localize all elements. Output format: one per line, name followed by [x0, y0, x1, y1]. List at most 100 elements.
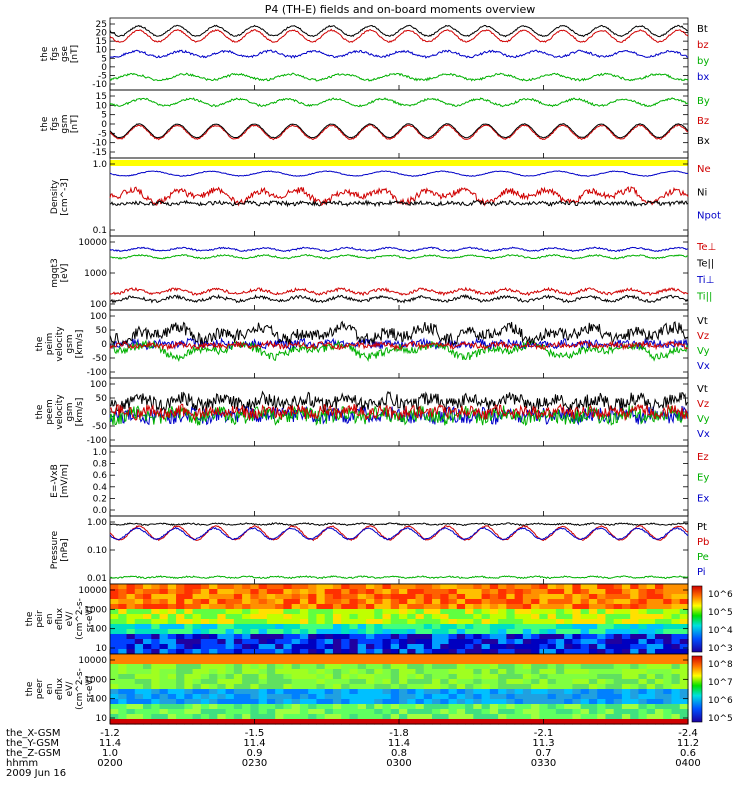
spectrogram-cell [184, 704, 194, 710]
spectrogram-cell [654, 689, 664, 695]
spectrogram-cell [605, 634, 615, 640]
spectrogram-cell [638, 639, 648, 645]
spectrogram-cell [564, 619, 573, 625]
spectrogram-cell [514, 604, 524, 610]
ephemeris-value: -1.8 [389, 728, 409, 739]
spectrogram-cell [258, 699, 268, 705]
spectrogram-cell [159, 629, 169, 635]
spectrogram-cell [283, 624, 293, 630]
spectrogram-cell [630, 699, 640, 705]
legend-entry: Vx [697, 361, 710, 372]
ephemeris-value: 1.0 [102, 748, 118, 759]
spectrogram-cell [621, 689, 631, 695]
spectrogram-cell [448, 704, 458, 710]
spectrogram-cell [349, 654, 359, 660]
spectrogram-cell [209, 649, 218, 655]
spectrogram-cell [143, 689, 152, 695]
spectrogram-cell [489, 709, 499, 715]
spectrogram-cell [308, 589, 318, 595]
spectrogram-cell [341, 694, 351, 700]
spectrogram-cell [250, 659, 260, 665]
spectrogram-cell [572, 669, 582, 675]
spectrogram-cell [374, 714, 384, 720]
spectrogram-cell [176, 609, 185, 615]
spectrogram-cell [118, 719, 128, 725]
spectrogram-cell [506, 634, 516, 640]
spectrogram-cell [200, 624, 210, 630]
spectrogram-cell [679, 624, 689, 630]
spectrogram-cell [613, 599, 623, 605]
spectrogram-cell [291, 699, 301, 705]
spectrogram-cell [382, 689, 392, 695]
spectrogram-cell [332, 644, 342, 650]
spectrogram-cell [605, 629, 615, 635]
spectrogram-cell [192, 604, 202, 610]
y-tick-label: 0.01 [87, 574, 107, 584]
spectrogram-cell [382, 669, 392, 675]
spectrogram-cell [200, 644, 210, 650]
spectrogram-cell [531, 704, 540, 710]
spectrogram-cell [324, 624, 334, 630]
y-tick-label: -100 [87, 436, 108, 446]
spectrogram-cell [192, 654, 202, 660]
y-axis-label: peir [35, 610, 45, 628]
spectrogram-cell [159, 669, 169, 675]
spectrogram-cell [291, 629, 301, 635]
legend-entry: Ti⊥ [696, 275, 714, 286]
Pi-trace [109, 526, 689, 541]
spectrogram-cell [506, 609, 516, 615]
spectrogram-cell [663, 609, 673, 615]
spectrogram-cell [374, 669, 384, 675]
spectrogram-cell [192, 619, 202, 625]
spectrogram-cell [332, 674, 342, 680]
spectrogram-cell [275, 654, 284, 660]
spectrogram-cell [283, 614, 293, 620]
spectrogram-cell [638, 594, 648, 600]
spectrogram-cell [374, 719, 384, 725]
spectrogram-cell [242, 634, 251, 640]
y-tick-label: 0.0 [93, 506, 108, 516]
spectrogram-cell [382, 649, 392, 655]
spectrogram-cell [250, 629, 260, 635]
spectrogram-cell [126, 584, 136, 590]
spectrogram-cell [621, 609, 631, 615]
spectrogram-cell [110, 639, 119, 645]
spectrogram-cell [522, 709, 532, 715]
spectrogram-cell [143, 584, 152, 590]
spectrogram-cell [299, 699, 309, 705]
spectrogram-cell [374, 629, 384, 635]
spectrogram-cell [374, 709, 384, 715]
spectrogram-cell [597, 639, 607, 645]
spectrogram-cell [250, 694, 260, 700]
spectrogram-cell [233, 709, 243, 715]
spectrogram-cell [192, 714, 202, 720]
spectrogram-cell [423, 609, 433, 615]
spectrogram-cell [646, 614, 656, 620]
spectrogram-cell [233, 659, 243, 665]
spectrogram-cell [580, 689, 590, 695]
spectrogram-cell [374, 634, 384, 640]
spectrogram-cell [275, 594, 284, 600]
spectrogram-cell [539, 689, 549, 695]
spectrogram-cell [118, 589, 128, 595]
spectrogram-cell [151, 629, 161, 635]
ephemeris-value: 11.4 [388, 738, 410, 749]
spectrogram-cell [539, 594, 549, 600]
spectrogram-cell [597, 649, 607, 655]
spectrogram-cell [498, 669, 507, 675]
spectrogram-cell [134, 589, 144, 595]
spectrogram-cell [225, 689, 235, 695]
spectrogram-cell [473, 644, 483, 650]
spectrogram-cell [250, 664, 260, 670]
spectrogram-cell [159, 649, 169, 655]
spectrogram-cell [250, 599, 260, 605]
spectrogram-cell [440, 594, 450, 600]
spectrogram-cell [597, 599, 607, 605]
spectrogram-cell [580, 604, 590, 610]
spectrogram-cell [465, 699, 474, 705]
spectrogram-cell [291, 664, 301, 670]
spectrogram-cell [167, 664, 177, 670]
spectrogram-cell [110, 669, 119, 675]
spectrogram-cell [415, 634, 425, 640]
spectrogram-cell [671, 699, 681, 705]
